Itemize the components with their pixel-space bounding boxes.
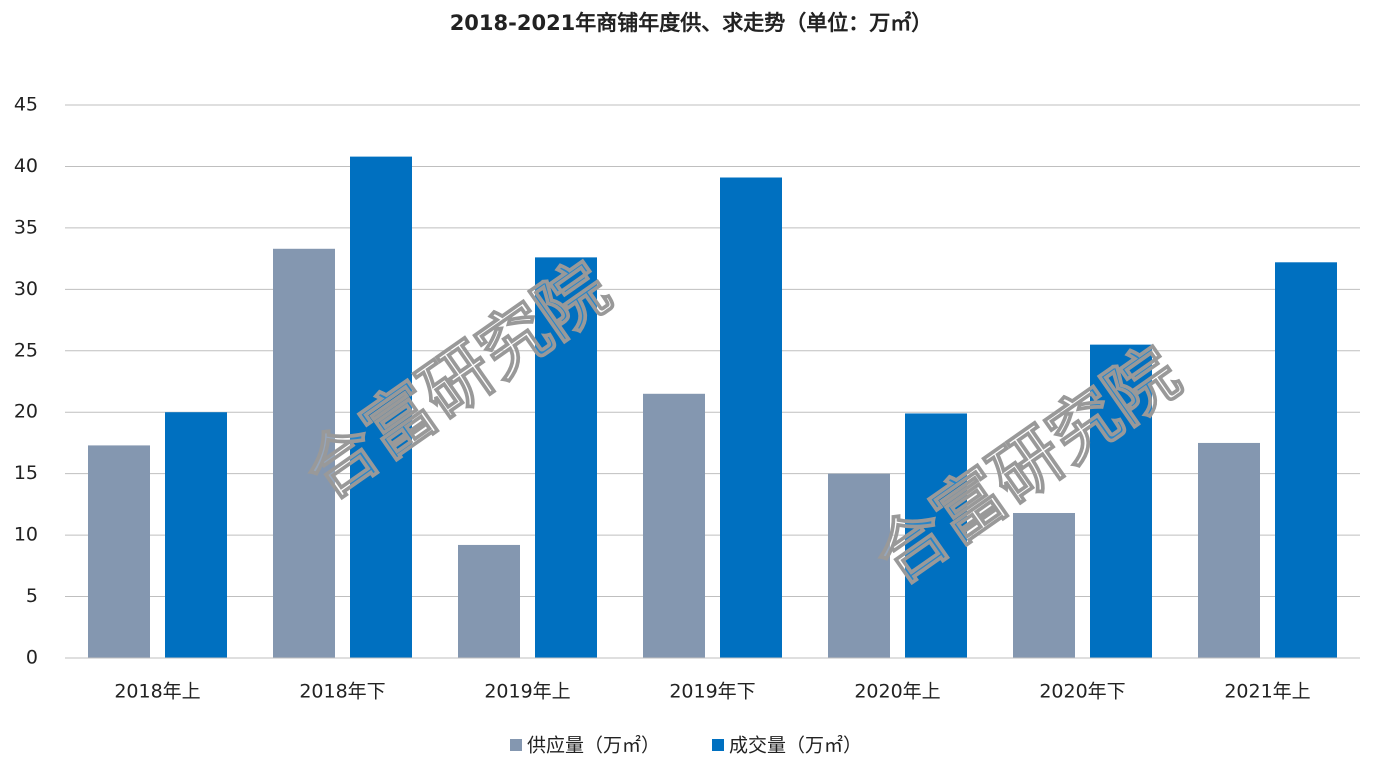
y-tick-label: 15 xyxy=(14,462,38,484)
y-tick-label: 40 xyxy=(14,155,38,177)
x-tick-label: 2018年下 xyxy=(299,681,385,703)
bar xyxy=(905,413,967,658)
x-tick-label: 2020年下 xyxy=(1039,681,1125,703)
y-tick-label: 20 xyxy=(14,401,38,423)
y-tick-label: 0 xyxy=(26,647,38,669)
bar xyxy=(350,156,412,658)
bar xyxy=(828,473,890,658)
bar xyxy=(720,177,782,658)
bar xyxy=(1013,512,1075,658)
x-tick-label: 2021年上 xyxy=(1224,681,1310,703)
legend-swatch xyxy=(510,739,522,751)
y-tick-label: 45 xyxy=(14,94,38,116)
bar xyxy=(458,544,520,658)
x-tick-label: 2019年下 xyxy=(669,681,755,703)
bar xyxy=(165,412,227,658)
y-tick-label: 10 xyxy=(14,524,38,546)
y-tick-label: 35 xyxy=(14,216,38,238)
bar xyxy=(535,257,597,658)
bar xyxy=(88,445,150,658)
bar xyxy=(1090,344,1152,658)
bar xyxy=(643,393,705,658)
legend-swatch xyxy=(712,739,724,751)
bar xyxy=(1275,262,1337,658)
x-tick-label: 2019年上 xyxy=(484,681,570,703)
y-tick-label: 25 xyxy=(14,339,38,361)
legend-label: 供应量（万㎡） xyxy=(527,734,660,757)
bar xyxy=(1198,442,1260,658)
legend-label: 成交量（万㎡） xyxy=(729,734,862,757)
x-tick-label: 2020年上 xyxy=(854,681,940,703)
chart-title: 2018-2021年商铺年度供、求走势（单位：万㎡） xyxy=(450,11,933,35)
bar xyxy=(273,248,335,658)
y-tick-label: 30 xyxy=(14,278,38,300)
y-tick-label: 5 xyxy=(26,585,38,607)
x-tick-label: 2018年上 xyxy=(114,681,200,703)
